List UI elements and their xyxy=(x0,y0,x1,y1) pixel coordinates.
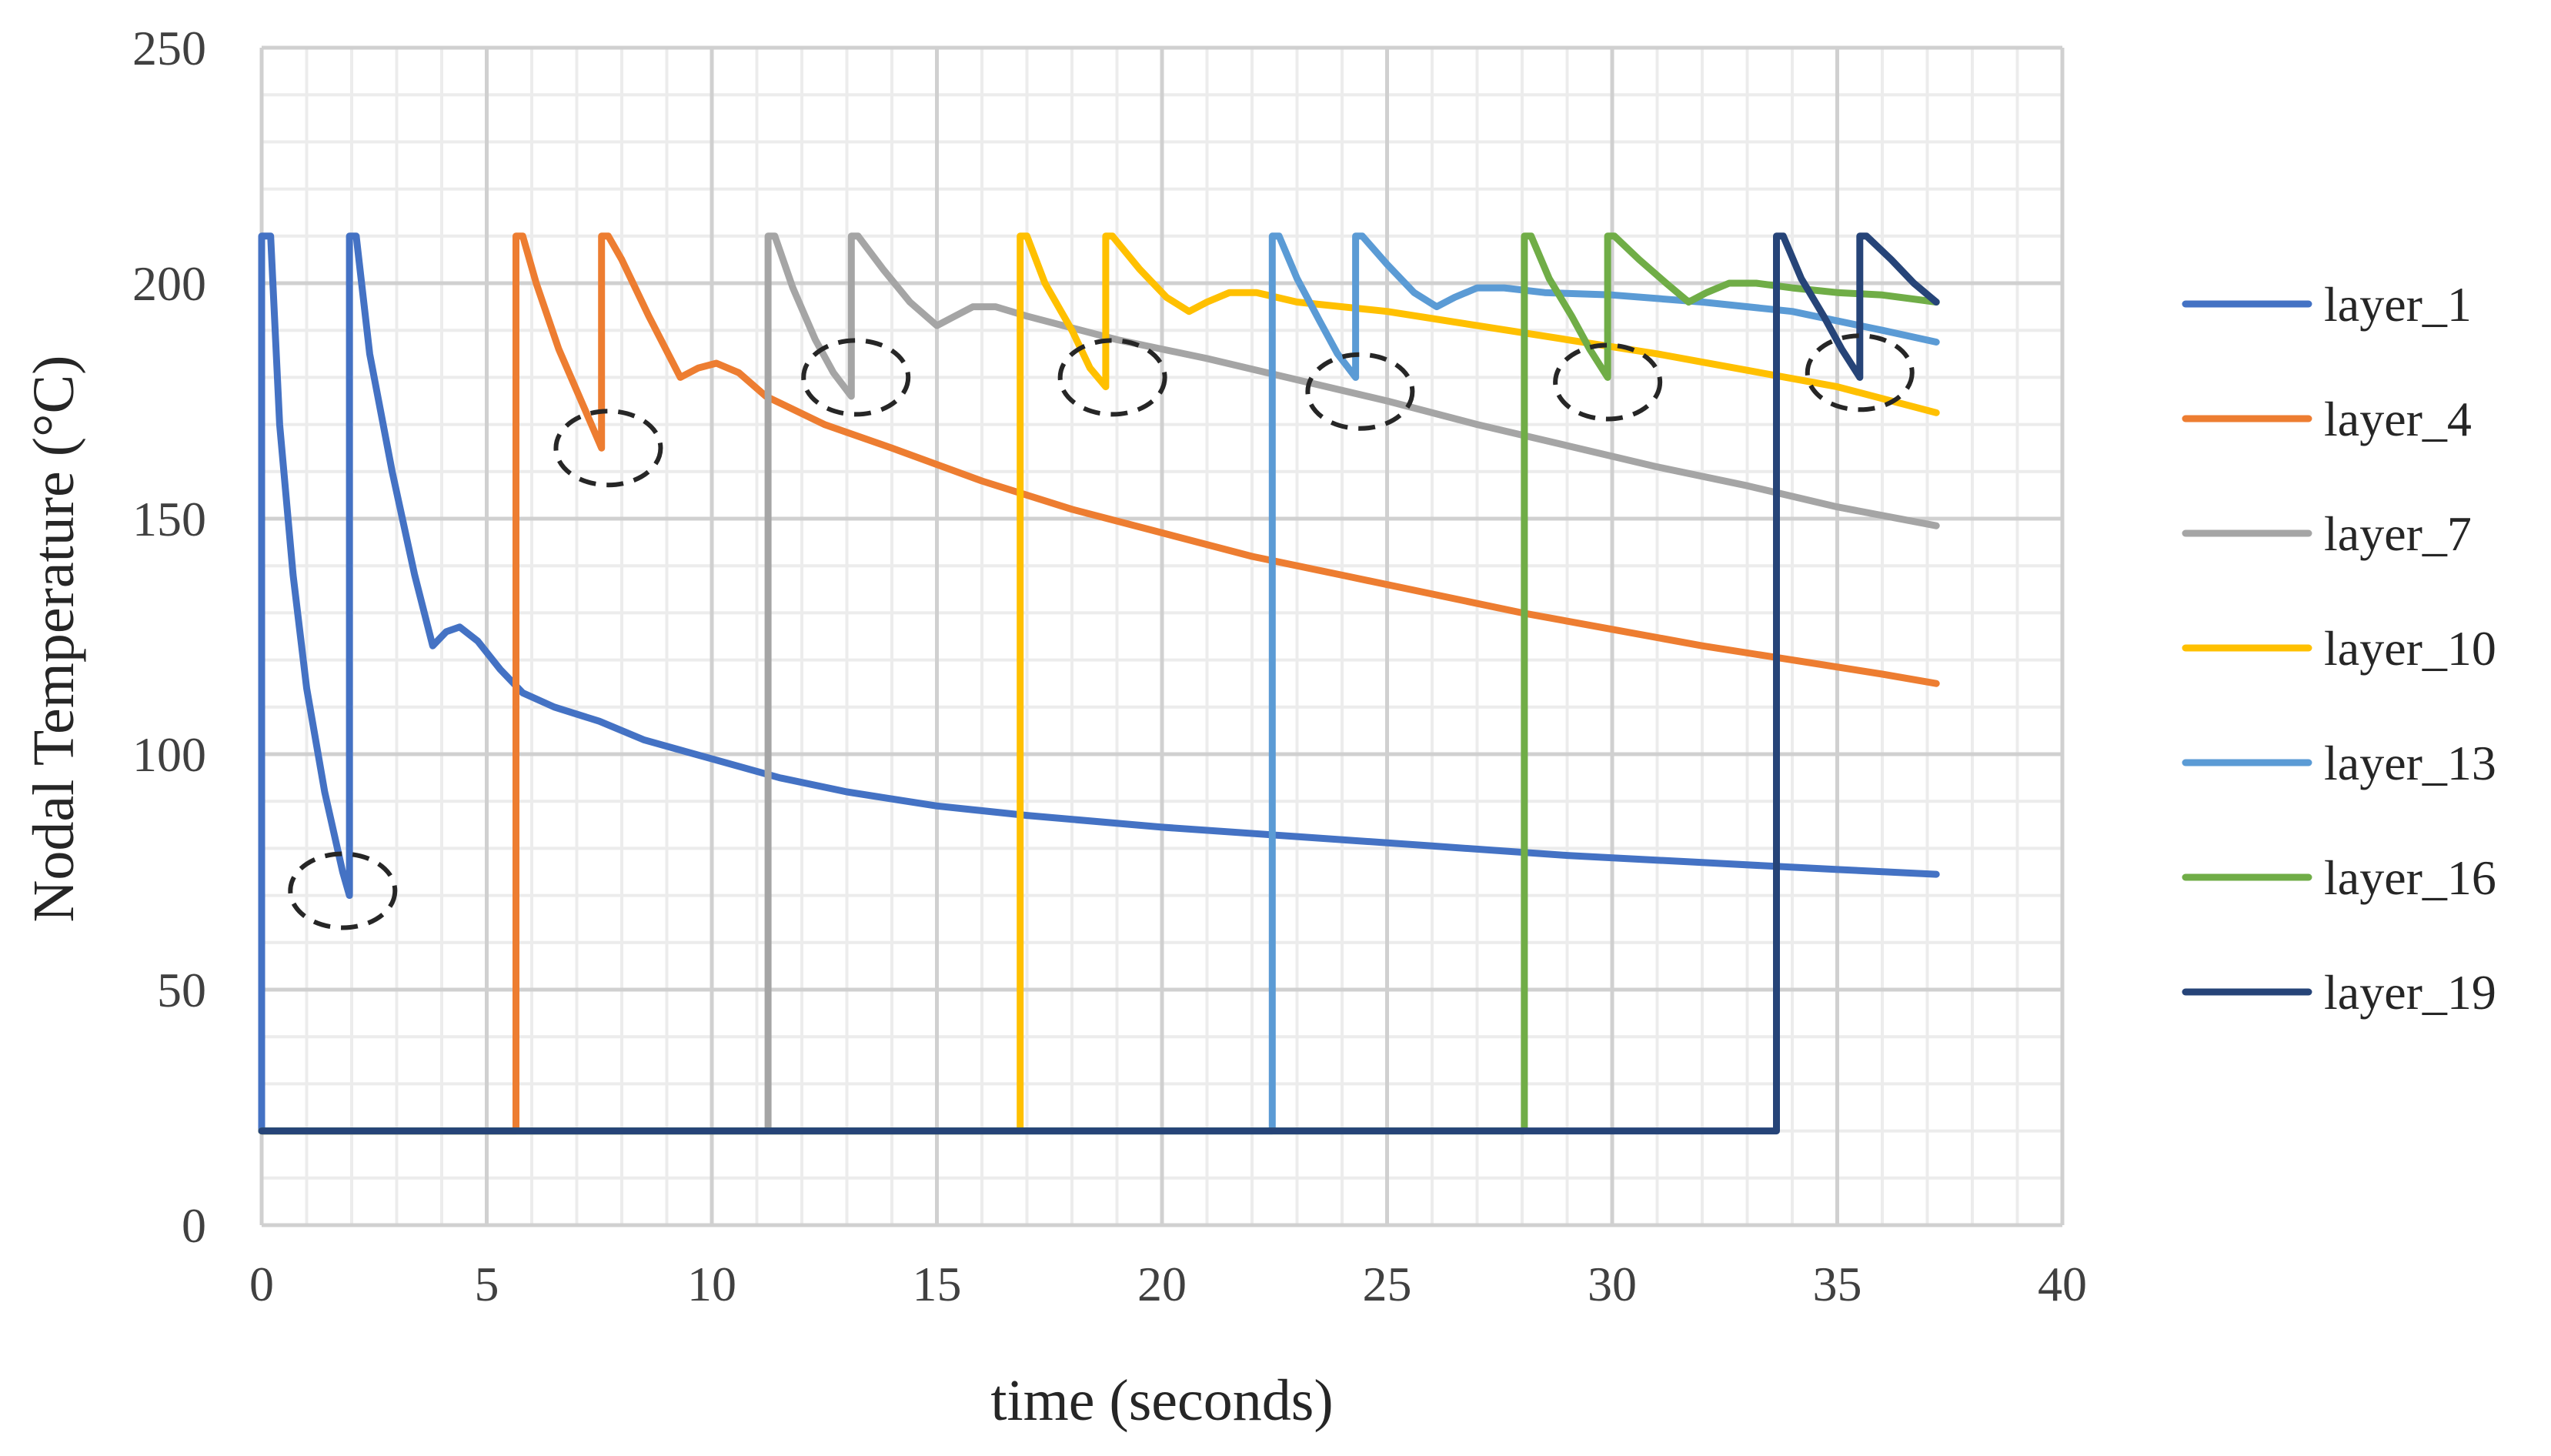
x-tick-label: 30 xyxy=(1588,1257,1637,1311)
legend-label-layer-4: layer_4 xyxy=(2324,392,2472,446)
x-tick-label: 40 xyxy=(2038,1257,2087,1311)
legend: layer_1 layer_4 layer_7 layer_10 layer_13lay… xyxy=(2182,277,2496,1020)
series-layer xyxy=(258,232,1940,1135)
x-tick-label: 25 xyxy=(1363,1257,1412,1311)
x-tick-label: 20 xyxy=(1137,1257,1187,1311)
series-line-layer-13 xyxy=(258,232,1940,1135)
legend-label-layer-7: layer_7 xyxy=(2324,506,2472,561)
y-tick-label: 150 xyxy=(132,492,206,546)
dashed-ellipse-annotation xyxy=(553,409,663,488)
x-tick-label: 35 xyxy=(1813,1257,1862,1311)
legend-label-layer-13: layer_13 xyxy=(2324,736,2496,790)
series-line-layer-1 xyxy=(258,232,1940,1135)
legend-label-layer-19: layer_19 xyxy=(2324,965,2496,1020)
y-tick-label: 0 xyxy=(182,1198,206,1253)
series-line-layer-4 xyxy=(258,232,1940,1135)
series-line-layer-7 xyxy=(258,232,1940,1135)
legend-label-layer-1: layer_1 xyxy=(2324,277,2472,332)
dashed-ellipse-annotation xyxy=(288,851,398,930)
dashed-ellipse-annotation xyxy=(1305,352,1415,431)
legend-label-layer-10: layer_10 xyxy=(2324,621,2496,676)
x-tick-label: 0 xyxy=(249,1257,274,1311)
dashed-ellipse-annotation xyxy=(1057,338,1167,417)
x-tick-labels: 0 5 10 15 20 25 30 35 40 xyxy=(249,1257,2087,1311)
grid-major xyxy=(259,45,2065,1227)
dashed-ellipse-annotation xyxy=(1805,333,1915,412)
dashed-ellipse-annotation xyxy=(1553,342,1663,422)
x-tick-label: 5 xyxy=(475,1257,499,1311)
x-axis-title: time (seconds) xyxy=(990,1368,1333,1433)
y-tick-labels: 0 50 100 150 200 250 xyxy=(132,21,206,1253)
y-tick-label: 250 xyxy=(132,21,206,75)
legend-label-layer-16: layer_16 xyxy=(2324,850,2496,905)
y-tick-label: 50 xyxy=(157,963,206,1017)
y-tick-label: 100 xyxy=(132,727,206,782)
y-tick-label: 200 xyxy=(132,256,206,311)
y-axis-title: Nodal Temperature (°C) xyxy=(22,356,86,923)
x-tick-label: 15 xyxy=(913,1257,962,1311)
series-line-layer-16 xyxy=(258,232,1940,1135)
series-line-layer-19 xyxy=(258,232,1940,1135)
annotation-layer xyxy=(288,333,1915,930)
dashed-ellipse-annotation xyxy=(801,338,911,417)
x-tick-label: 10 xyxy=(687,1257,736,1311)
